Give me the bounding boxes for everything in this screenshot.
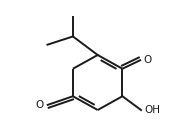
Text: O: O bbox=[144, 55, 152, 65]
Text: OH: OH bbox=[144, 105, 160, 115]
Text: O: O bbox=[36, 100, 44, 110]
